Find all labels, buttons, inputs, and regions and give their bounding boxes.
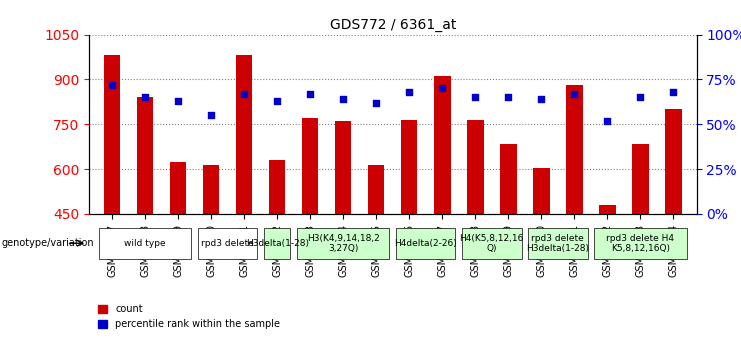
Text: H3delta(1-28): H3delta(1-28) <box>246 239 309 248</box>
Bar <box>467 120 484 214</box>
Point <box>668 89 679 95</box>
Legend: count, percentile rank within the sample: count, percentile rank within the sample <box>94 300 284 333</box>
Point <box>172 98 184 104</box>
Point <box>205 112 217 118</box>
Bar <box>500 144 516 214</box>
Text: rpd3 delete: rpd3 delete <box>202 239 254 248</box>
Bar <box>434 76 451 214</box>
Point <box>602 118 614 124</box>
Point <box>305 91 316 97</box>
Point <box>370 100 382 106</box>
Point <box>469 95 481 100</box>
Bar <box>170 161 186 214</box>
Point <box>436 86 448 91</box>
Point <box>568 91 580 97</box>
Bar <box>302 118 319 214</box>
Bar <box>566 85 582 214</box>
Point <box>271 98 283 104</box>
FancyBboxPatch shape <box>528 228 588 259</box>
Title: GDS772 / 6361_at: GDS772 / 6361_at <box>330 18 456 32</box>
FancyBboxPatch shape <box>594 228 687 259</box>
Text: rpd3 delete
H3delta(1-28): rpd3 delete H3delta(1-28) <box>526 234 589 253</box>
FancyBboxPatch shape <box>99 228 191 259</box>
Bar <box>104 56 120 214</box>
Text: wild type: wild type <box>124 239 166 248</box>
Bar <box>203 165 219 214</box>
FancyBboxPatch shape <box>198 228 257 259</box>
Point <box>106 82 118 88</box>
Bar <box>137 97 153 214</box>
Point <box>536 96 548 102</box>
FancyBboxPatch shape <box>297 228 390 259</box>
Bar <box>401 120 417 214</box>
Point <box>238 91 250 97</box>
Point <box>634 95 646 100</box>
Point <box>403 89 415 95</box>
Bar <box>533 168 550 214</box>
Bar <box>599 205 616 214</box>
Point <box>337 96 349 102</box>
Bar <box>335 121 351 214</box>
Text: H3(K4,9,14,18,2
3,27Q): H3(K4,9,14,18,2 3,27Q) <box>307 234 379 253</box>
FancyBboxPatch shape <box>462 228 522 259</box>
Text: rpd3 delete H4
K5,8,12,16Q): rpd3 delete H4 K5,8,12,16Q) <box>606 234 674 253</box>
FancyBboxPatch shape <box>264 228 290 259</box>
Bar <box>665 109 682 214</box>
Text: H4delta(2-26): H4delta(2-26) <box>394 239 457 248</box>
Bar <box>269 160 285 214</box>
Text: genotype/variation: genotype/variation <box>1 238 94 248</box>
Bar <box>236 56 253 214</box>
Point <box>502 95 514 100</box>
Point <box>139 95 151 100</box>
Bar <box>368 165 385 214</box>
Text: H4(K5,8,12,16
Q): H4(K5,8,12,16 Q) <box>459 234 524 253</box>
FancyBboxPatch shape <box>396 228 456 259</box>
Bar <box>632 144 648 214</box>
